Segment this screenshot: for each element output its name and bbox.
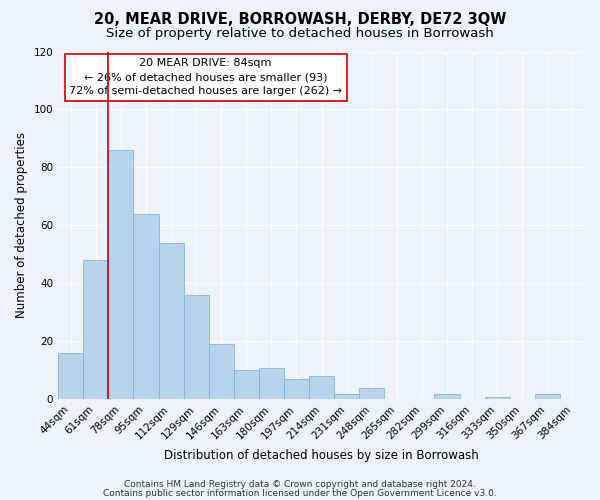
Bar (133, 214, 158, 400)
Text: Size of property relative to detached houses in Borrowash: Size of property relative to detached ho… (106, 28, 494, 40)
Bar (158, 243, 184, 400)
Bar (109, 150, 133, 400)
Bar (259, 368, 284, 400)
X-axis label: Distribution of detached houses by size in Borrowash: Distribution of detached houses by size … (164, 450, 479, 462)
Text: 20, MEAR DRIVE, BORROWASH, DERBY, DE72 3QW: 20, MEAR DRIVE, BORROWASH, DERBY, DE72 3… (94, 12, 506, 28)
Bar (359, 388, 385, 400)
Bar (334, 394, 359, 400)
Bar (485, 396, 510, 400)
Bar (434, 394, 460, 400)
Bar (184, 295, 209, 400)
Text: Contains public sector information licensed under the Open Government Licence v3: Contains public sector information licen… (103, 488, 497, 498)
Bar (284, 379, 309, 400)
Bar (234, 370, 259, 400)
Bar (83, 260, 109, 400)
Bar (58, 353, 83, 400)
Bar (535, 394, 560, 400)
Bar (309, 376, 334, 400)
Text: 20 MEAR DRIVE: 84sqm
← 26% of detached houses are smaller (93)
72% of semi-detac: 20 MEAR DRIVE: 84sqm ← 26% of detached h… (69, 58, 342, 96)
Y-axis label: Number of detached properties: Number of detached properties (15, 132, 28, 318)
Bar (209, 344, 234, 400)
Text: Contains HM Land Registry data © Crown copyright and database right 2024.: Contains HM Land Registry data © Crown c… (124, 480, 476, 489)
